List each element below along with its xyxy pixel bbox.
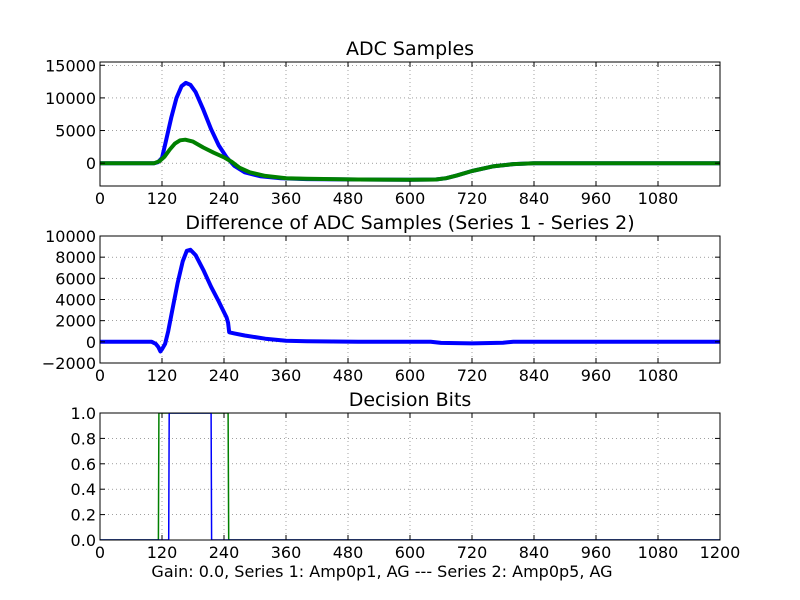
- x-tick-label: 1080: [638, 543, 679, 562]
- series-line-2: [100, 137, 720, 182]
- x-tick-label: 840: [519, 189, 550, 208]
- y-tick-label: 1.0: [71, 404, 96, 423]
- plot-frame: [99, 61, 721, 187]
- y-tick-label: 0.2: [71, 506, 96, 525]
- x-tick-label: 480: [333, 189, 364, 208]
- x-tick-label: 0: [95, 543, 105, 562]
- y-tick-label: 0.6: [71, 455, 96, 474]
- x-tick-label: 720: [457, 366, 488, 385]
- y-tick-label: 0.0: [71, 531, 96, 550]
- x-tick-label: 1080: [638, 189, 679, 208]
- x-tick-label: 720: [457, 189, 488, 208]
- y-tick-label: 4000: [55, 291, 96, 310]
- y-tick-label: 10000: [45, 227, 96, 246]
- x-tick-label: 960: [581, 366, 612, 385]
- series-line-1: [100, 80, 720, 182]
- y-tick-label: 0: [86, 333, 96, 352]
- chart-title: Difference of ADC Samples (Series 1 - Se…: [185, 212, 634, 234]
- x-tick-label: 0: [95, 366, 105, 385]
- x-tick-label: 360: [271, 189, 302, 208]
- x-tick-label: 480: [333, 366, 364, 385]
- chart-title: ADC Samples: [346, 38, 474, 60]
- chart-panel-1: 0 120 240 360 480 600 720 840 960 1080 0 5000 10000 1…: [45, 38, 721, 208]
- x-tick-label: 0: [95, 189, 105, 208]
- y-tick-label: 15000: [45, 56, 96, 75]
- chart-panel-2: 0 120 240 360 480 600 720 840 960 1080−2000020004…: [42, 212, 721, 385]
- x-tick-label: 600: [395, 189, 426, 208]
- figure-caption: Gain: 0.0, Series 1: Amp0p1, AG --- Seri…: [151, 562, 612, 581]
- x-tick-label: 360: [271, 543, 302, 562]
- x-tick-label: 840: [519, 543, 550, 562]
- x-tick-label: 960: [581, 189, 612, 208]
- y-tick-label: 0.8: [71, 429, 96, 448]
- x-tick-label: 120: [147, 543, 178, 562]
- x-tick-label: 120: [147, 189, 178, 208]
- x-tick-label: 240: [209, 543, 240, 562]
- series-line-1: [100, 413, 720, 540]
- y-tick-label: −2000: [42, 354, 96, 373]
- chart-title: Decision Bits: [349, 389, 472, 411]
- y-tick-label: 0.4: [71, 480, 96, 499]
- x-tick-label: 600: [395, 366, 426, 385]
- x-tick-label: 600: [395, 543, 426, 562]
- y-tick-label: 0: [86, 154, 96, 173]
- x-tick-label: 960: [581, 543, 612, 562]
- x-tick-label: 360: [271, 366, 302, 385]
- y-tick-label: 8000: [55, 248, 96, 267]
- y-tick-label: 5000: [55, 122, 96, 141]
- x-tick-label: 1200: [700, 543, 741, 562]
- y-tick-label: 10000: [45, 89, 96, 108]
- series-line-2: [100, 413, 720, 540]
- x-tick-label: 480: [333, 543, 364, 562]
- plot-frame: [99, 412, 721, 541]
- y-tick-label: 6000: [55, 269, 96, 288]
- chart-panel-3: 0 120 240 360 480 600 720 840 960 1080 1200 0.0 0.2 0…: [71, 389, 741, 562]
- x-tick-label: 720: [457, 543, 488, 562]
- x-tick-label: 1080: [638, 366, 679, 385]
- x-tick-label: 840: [519, 366, 550, 385]
- x-tick-label: 120: [147, 366, 178, 385]
- y-tick-label: 2000: [55, 312, 96, 331]
- series-line-1: [100, 247, 720, 354]
- x-tick-label: 240: [209, 366, 240, 385]
- x-tick-label: 240: [209, 189, 240, 208]
